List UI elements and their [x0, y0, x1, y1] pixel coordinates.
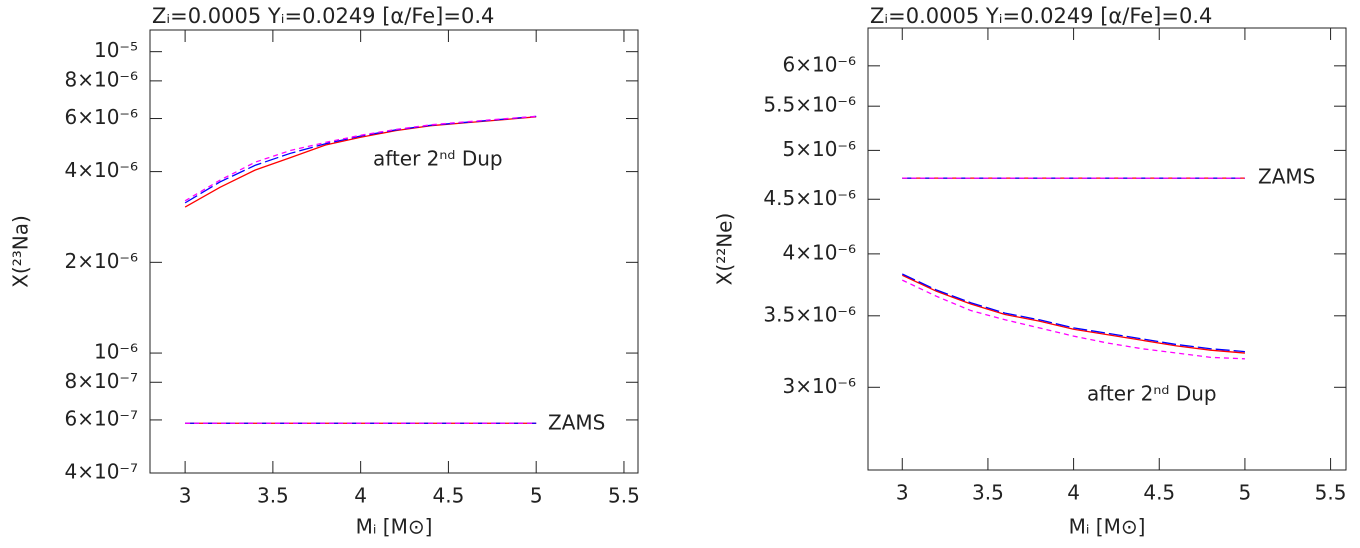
y-tick-label: 5×10⁻⁶ [782, 137, 856, 161]
x-axis-label: Mᵢ [M⊙] [356, 515, 433, 539]
y-tick-label: 4×10⁻⁶ [782, 240, 856, 264]
x-tick-label: 4.5 [1143, 481, 1175, 505]
series-line [901, 279, 1245, 360]
y-tick-label: 10⁻⁵ [94, 38, 138, 62]
y-axis-label: X(²²Ne) [713, 213, 737, 286]
x-tick-label: 3.5 [257, 484, 289, 508]
series-line [184, 115, 537, 202]
x-tick-label: 3 [896, 481, 909, 505]
annotation: after 2ⁿᵈ Dup [1087, 382, 1217, 406]
x-tick-label: 4 [354, 484, 367, 508]
y-tick-label: 8×10⁻⁶ [64, 67, 138, 91]
x-tick-label: 4 [1067, 481, 1080, 505]
annotation: after 2ⁿᵈ Dup [373, 147, 503, 171]
chart-title: Zᵢ=0.0005 Yᵢ=0.0249 [α/Fe]=0.4 [870, 4, 1212, 28]
y-tick-label: 4×10⁻⁷ [64, 460, 138, 484]
x-tick-label: 5 [1239, 481, 1252, 505]
y-tick-label: 3×10⁻⁶ [782, 374, 856, 398]
series-line [901, 273, 1245, 353]
y-tick-label: 6×10⁻⁷ [64, 406, 138, 430]
annotation: ZAMS [548, 411, 605, 435]
annotation: ZAMS [1258, 165, 1315, 189]
x-tick-label: 5.5 [608, 484, 640, 508]
plot-frame [149, 29, 639, 474]
y-tick-label: 4.5×10⁻⁶ [763, 186, 856, 210]
x-tick-label: 3 [179, 484, 192, 508]
y-axis-label: X(²³Na) [9, 215, 33, 288]
x-tick-label: 5 [530, 484, 543, 508]
y-tick-label: 10⁻⁶ [94, 340, 138, 364]
y-tick-label: 8×10⁻⁷ [64, 369, 138, 393]
chart-title: Zᵢ=0.0005 Yᵢ=0.0249 [α/Fe]=0.4 [152, 4, 494, 28]
y-tick-label: 6×10⁻⁶ [782, 52, 856, 76]
y-tick-label: 4×10⁻⁶ [64, 158, 138, 182]
x-tick-label: 4.5 [433, 484, 465, 508]
series-line [901, 274, 1245, 354]
y-tick-label: 5.5×10⁻⁶ [763, 93, 856, 117]
plot-frame [867, 27, 1347, 471]
x-tick-label: 5.5 [1315, 481, 1347, 505]
y-tick-label: 2×10⁻⁶ [64, 249, 138, 273]
x-tick-label: 3.5 [972, 481, 1004, 505]
x-axis-label: Mᵢ [M⊙] [1069, 515, 1146, 539]
y-tick-label: 3.5×10⁻⁶ [763, 302, 856, 326]
y-tick-label: 6×10⁻⁶ [64, 105, 138, 129]
